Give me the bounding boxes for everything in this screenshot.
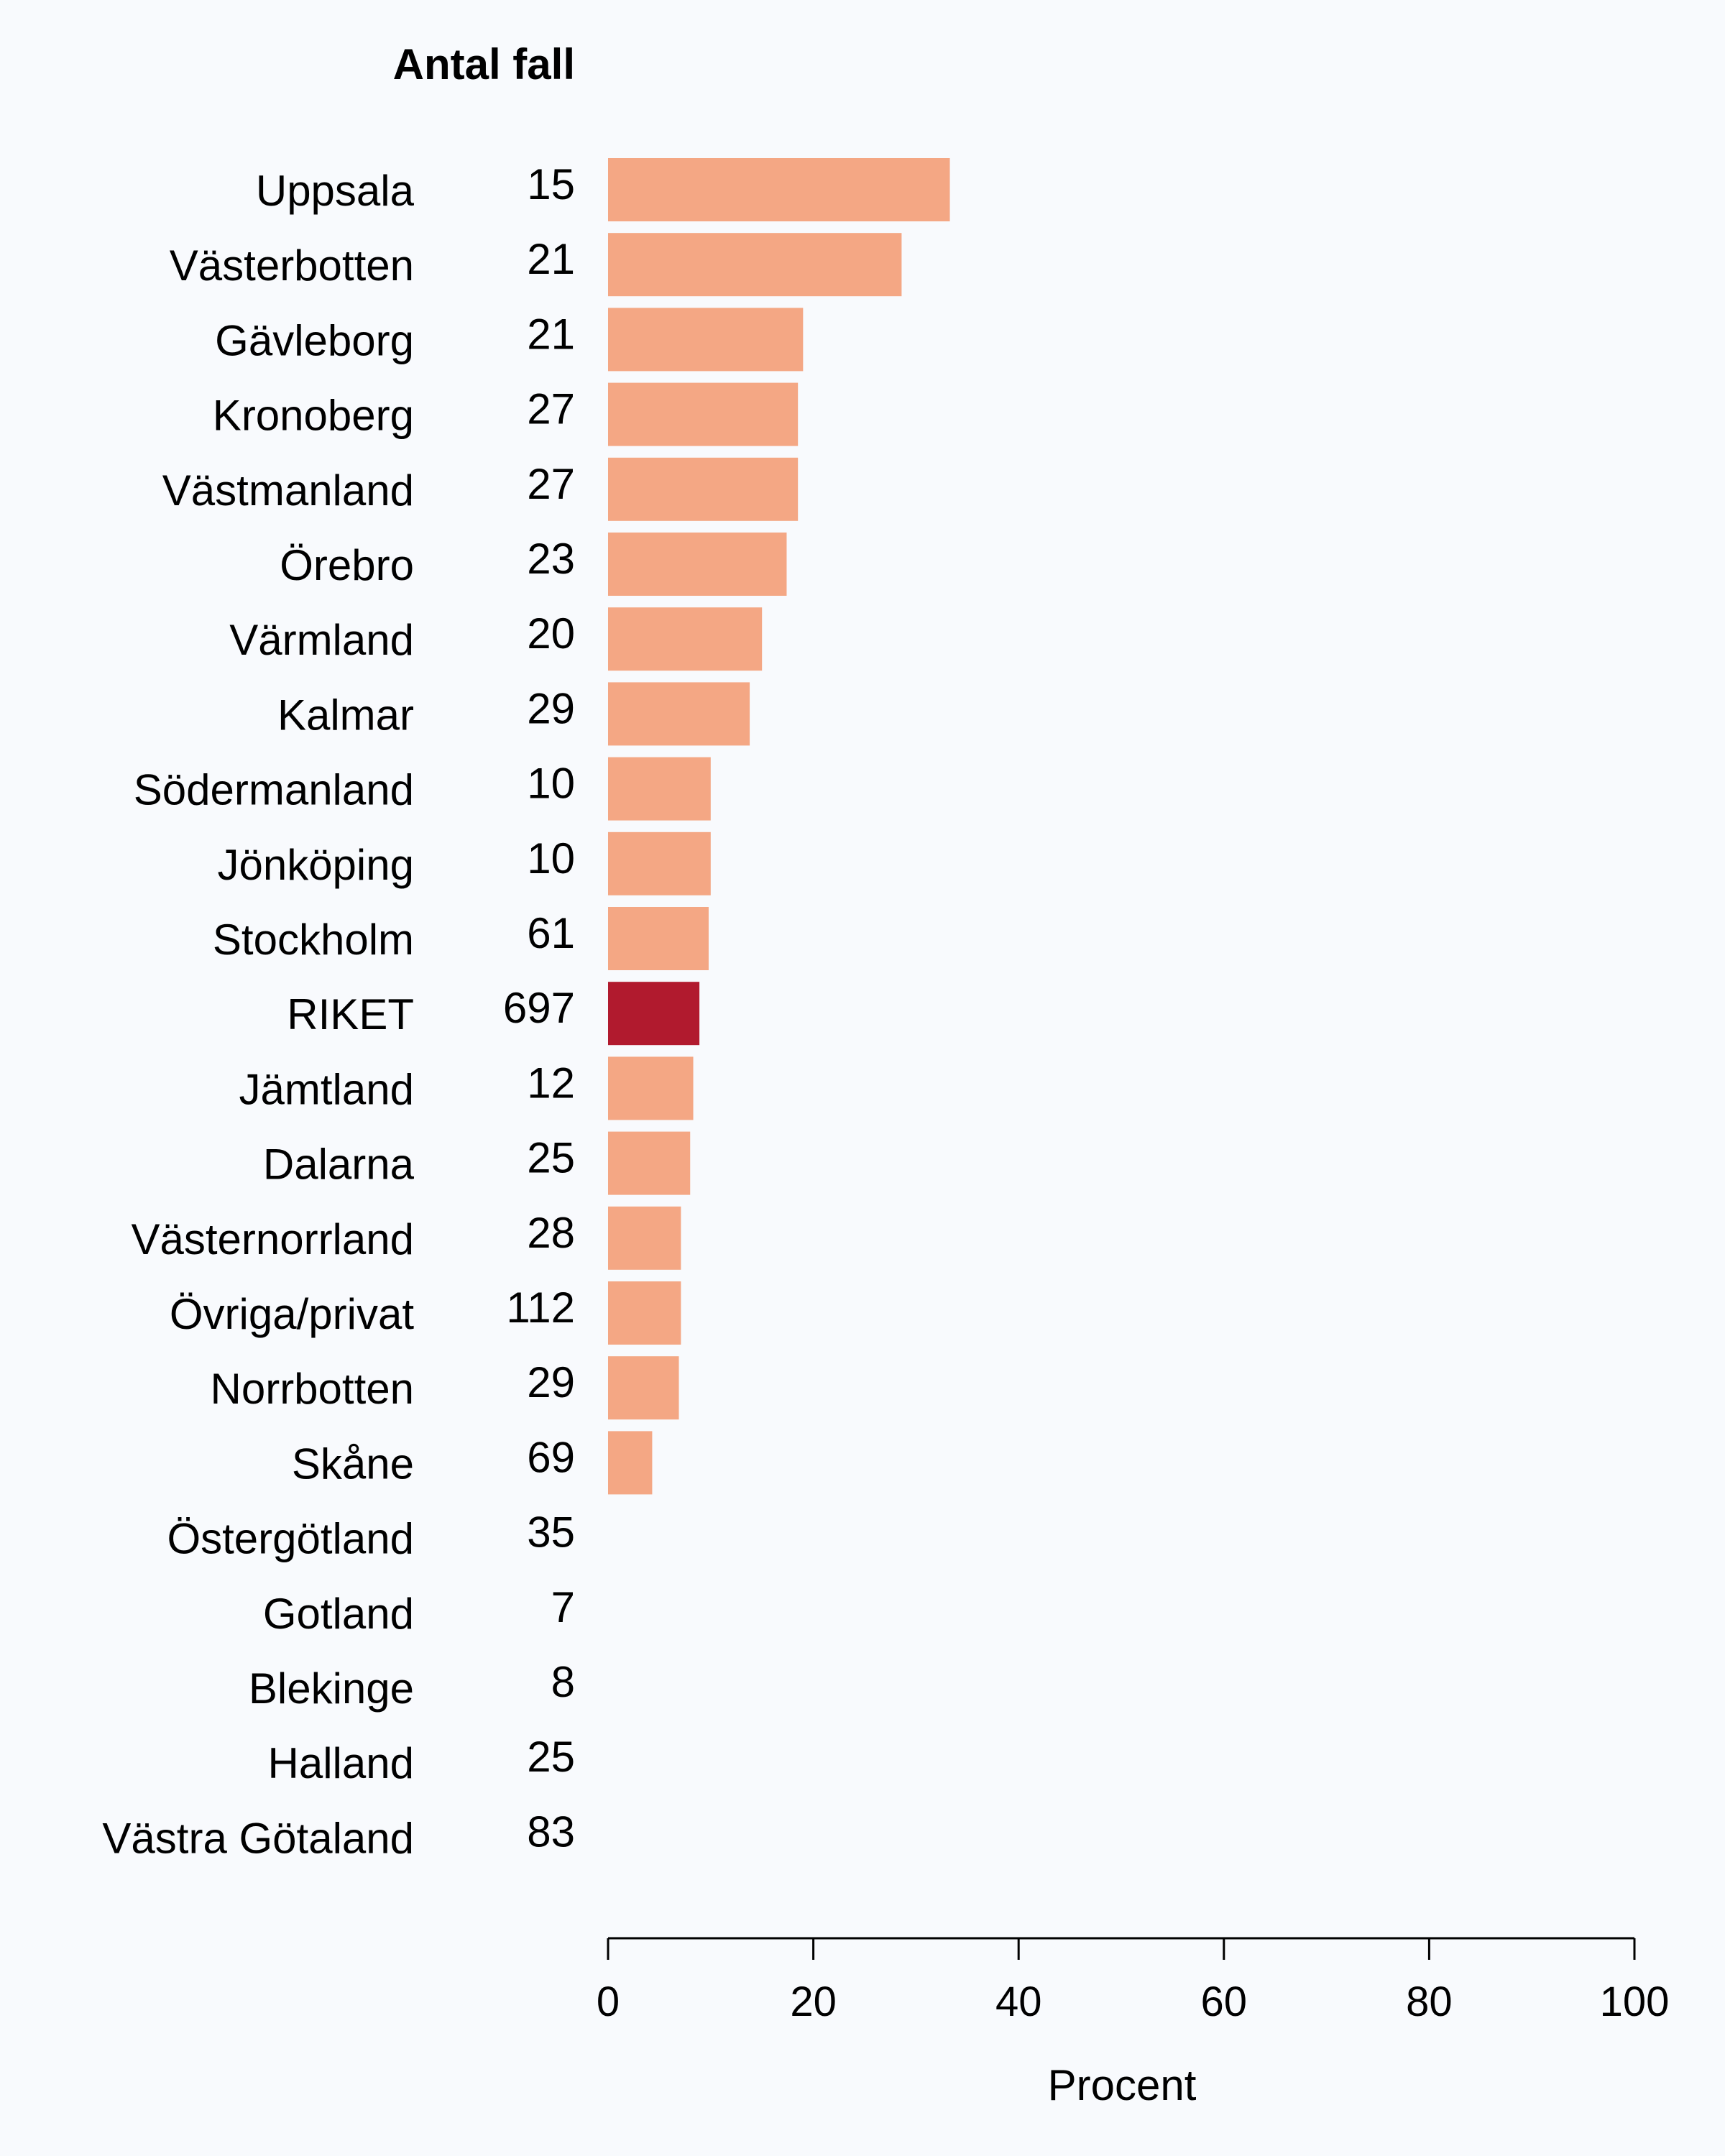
region-label: Stockholm [213, 916, 414, 964]
region-label: Uppsala [256, 167, 415, 215]
count-label: 25 [527, 1134, 575, 1182]
count-label: 12 [527, 1059, 575, 1107]
count-label: 35 [527, 1508, 575, 1557]
bar [608, 1131, 691, 1195]
x-axis: 0 20 40 60 80 100 [597, 1937, 1670, 2025]
bar-row: Norrbotten 29 [211, 1356, 679, 1420]
bar-row: RIKET 697 [287, 982, 700, 1046]
region-label: Halland [268, 1739, 414, 1787]
bar [608, 158, 950, 221]
region-label: Norrbotten [211, 1365, 414, 1413]
bar [608, 1206, 681, 1270]
region-label: Örebro [280, 541, 414, 589]
region-label: Östergötland [167, 1515, 414, 1563]
bar [608, 607, 763, 671]
region-label: Västra Götaland [102, 1814, 414, 1862]
count-label: 8 [551, 1658, 575, 1706]
bar [608, 533, 787, 596]
bar-row: Övriga/privat 112 [170, 1281, 681, 1345]
region-label: RIKET [287, 990, 414, 1038]
count-label: 15 [527, 160, 575, 208]
count-label: 697 [503, 984, 575, 1032]
region-label: Värmland [229, 616, 414, 664]
bar-row: Värmland 20 [229, 607, 763, 671]
bar-row: Uppsala 15 [256, 158, 950, 221]
bar-row: Blekinge 8 [249, 1658, 575, 1713]
bar-row: Jämtland 12 [239, 1056, 694, 1120]
bar-row: Södermanland 10 [134, 757, 711, 821]
count-label: 27 [527, 385, 575, 433]
bar [608, 308, 804, 372]
region-label: Kronoberg [213, 392, 414, 440]
bar [608, 1056, 694, 1120]
region-label: Skåne [292, 1439, 414, 1488]
bar-row: Västra Götaland 83 [102, 1807, 575, 1862]
bar-row: Skåne 69 [292, 1431, 653, 1495]
region-label: Södermanland [134, 766, 414, 814]
bar-row: Kalmar 29 [277, 682, 750, 746]
bar-row: Halland 25 [268, 1733, 575, 1787]
bar-row: Stockholm 61 [213, 907, 709, 970]
bar [608, 831, 711, 895]
count-label: 83 [527, 1807, 575, 1856]
count-label: 61 [527, 909, 575, 957]
region-label: Västmanland [162, 466, 414, 515]
bar-row: Västmanland 27 [162, 457, 799, 521]
x-tick-label: 0 [597, 1978, 620, 2025]
bar-row: Västerbotten 21 [170, 233, 902, 297]
bar-highlight [608, 982, 700, 1046]
region-label: Jämtland [239, 1065, 414, 1113]
region-label: Jönköping [217, 841, 414, 889]
bar [608, 907, 709, 970]
region-label: Västerbotten [170, 241, 414, 290]
x-tick-label: 40 [995, 1978, 1042, 2025]
region-label: Västernorrland [131, 1215, 414, 1263]
bar [608, 682, 750, 746]
count-label: 20 [527, 609, 575, 658]
region-label: Gävleborg [215, 316, 414, 364]
count-label: 29 [527, 684, 575, 732]
count-label: 10 [527, 834, 575, 883]
bar-row: Östergötland 35 [167, 1508, 575, 1563]
x-tick-label: 20 [790, 1978, 837, 2025]
count-label: 21 [527, 235, 575, 283]
bar-row: Kronoberg 27 [213, 382, 799, 446]
bar [608, 1281, 681, 1345]
bar [608, 382, 799, 446]
bar-row: Gotland 7 [263, 1583, 575, 1638]
bar-rows: Uppsala 15 Västerbotten 21 Gävleborg 21 Kronob… [102, 158, 950, 1862]
count-header: Antal fall [393, 40, 575, 88]
bar [608, 1356, 679, 1420]
x-tick-label: 60 [1201, 1978, 1248, 2025]
bar-row: Gävleborg 21 [215, 308, 804, 372]
count-label: 23 [527, 535, 575, 583]
count-label: 7 [551, 1583, 575, 1631]
count-label: 28 [527, 1209, 575, 1257]
count-label: 21 [527, 310, 575, 358]
x-tick-label: 80 [1406, 1978, 1453, 2025]
region-label: Blekinge [249, 1664, 414, 1713]
count-label: 69 [527, 1433, 575, 1481]
bar [608, 757, 711, 821]
region-label: Kalmar [277, 691, 414, 739]
region-label: Övriga/privat [170, 1290, 414, 1338]
bar-row: Jönköping 10 [217, 831, 711, 895]
bar-row: Västernorrland 28 [131, 1206, 681, 1270]
bar-row: Örebro 23 [280, 533, 787, 596]
region-label: Dalarna [263, 1141, 415, 1189]
region-label: Gotland [263, 1590, 414, 1638]
count-label: 29 [527, 1358, 575, 1406]
bar [608, 1431, 653, 1495]
x-axis-title: Procent [1048, 2061, 1197, 2109]
bar [608, 233, 902, 297]
x-tick-label: 100 [1600, 1978, 1670, 2025]
count-label: 10 [527, 760, 575, 808]
count-label: 112 [506, 1284, 575, 1332]
count-label: 27 [527, 460, 575, 508]
count-label: 25 [527, 1733, 575, 1781]
bar [608, 457, 799, 521]
bar-row: Dalarna 25 [263, 1131, 691, 1195]
